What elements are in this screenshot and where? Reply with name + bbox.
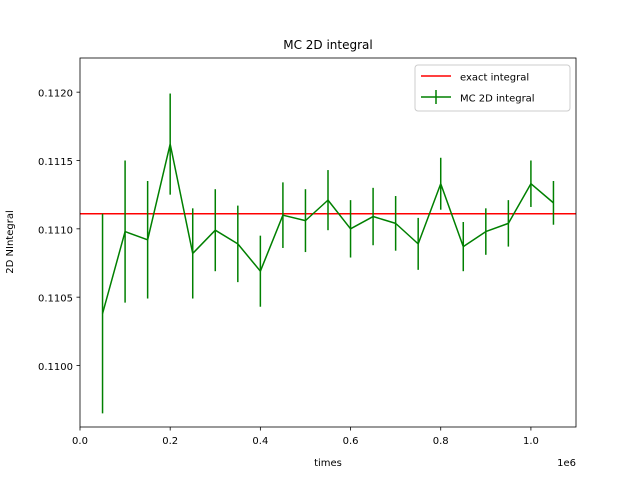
legend-exact-label: exact integral xyxy=(460,73,529,84)
x-tick-label: 1.0 xyxy=(523,436,539,447)
x-axis-label: times xyxy=(314,458,342,469)
x-tick-label: 0.6 xyxy=(343,436,359,447)
x-tick-label: 0.0 xyxy=(72,436,88,447)
legend-box xyxy=(414,64,571,112)
y-tick-label: 0.1120 xyxy=(38,89,73,100)
y-tick-label: 0.1100 xyxy=(38,362,73,373)
mc-series-line xyxy=(101,143,554,314)
x-tick-label: 0.4 xyxy=(252,436,268,447)
y-axis-label: 2D NIntegral xyxy=(5,210,16,273)
legend: exact integral MC 2D integral xyxy=(414,64,571,112)
y-axis-ticks: 0.1100 0.1105 0.1110 0.1115 0.1120 xyxy=(38,89,80,373)
y-tick-label: 0.1115 xyxy=(38,157,73,168)
legend-mc-label: MC 2D integral xyxy=(460,94,535,105)
plot-area xyxy=(80,58,576,427)
chart-title: MC 2D integral xyxy=(283,38,373,52)
y-tick-label: 0.1110 xyxy=(38,225,73,236)
x-offset-label: 1e6 xyxy=(557,458,576,469)
plot-frame xyxy=(79,57,577,428)
series-group xyxy=(101,143,554,314)
x-axis-ticks: 0.0 0.2 0.4 0.6 0.8 1.0 xyxy=(72,427,539,447)
x-tick-label: 0.2 xyxy=(162,436,178,447)
x-tick-label: 0.8 xyxy=(433,436,449,447)
y-tick-label: 0.1105 xyxy=(38,294,73,305)
